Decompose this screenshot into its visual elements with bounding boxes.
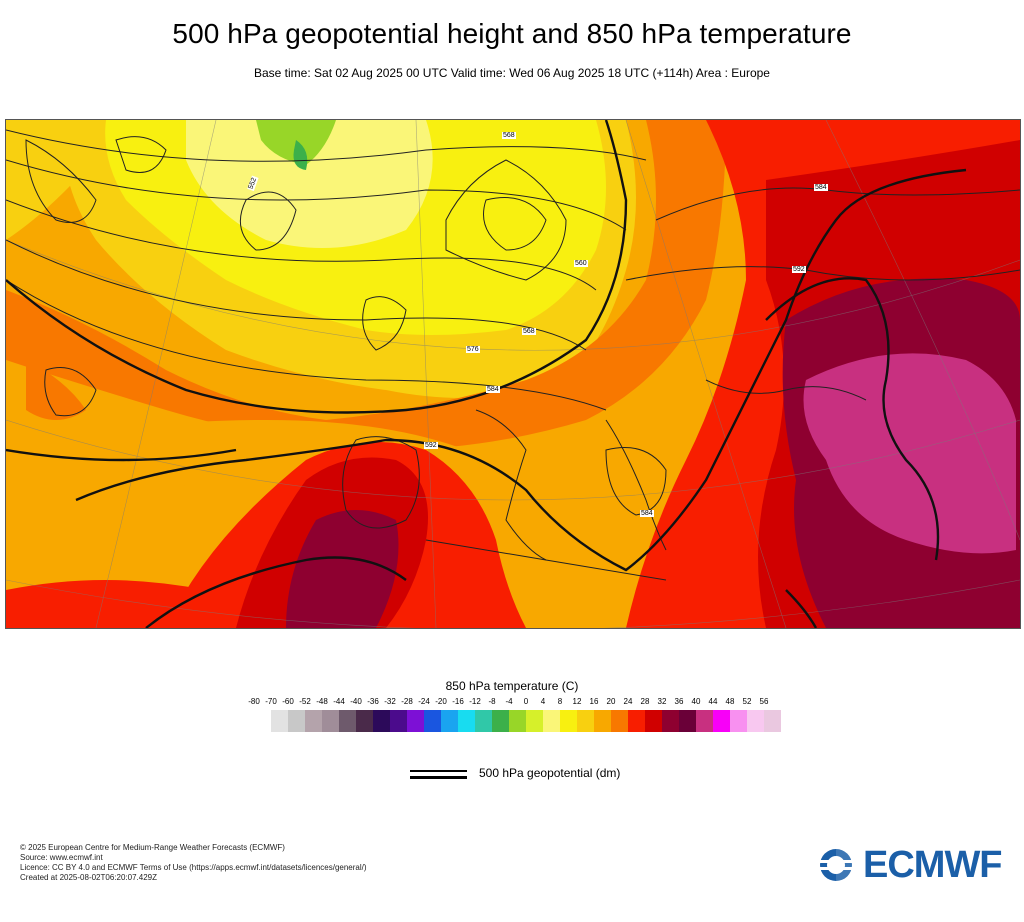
colorbar-swatch <box>373 710 390 732</box>
colorbar-tick-label: -32 <box>384 697 396 706</box>
colorbar-swatch <box>288 710 305 732</box>
footer-created: Created at 2025-08-02T06:20:07.429Z <box>20 873 157 882</box>
colorbar-swatch <box>492 710 509 732</box>
colorbar-tick-label: 32 <box>657 697 667 706</box>
colorbar-tick-label: -44 <box>333 697 345 706</box>
ecmwf-logo-icon <box>815 849 857 881</box>
colorbar-tick-label: -20 <box>435 697 447 706</box>
map-svg <box>6 120 1020 628</box>
colorbar-swatch <box>696 710 713 732</box>
colorbar-tick-label: 52 <box>742 697 752 706</box>
footer-licence: Licence: CC BY 4.0 and ECMWF Terms of Us… <box>20 863 367 872</box>
colorbar-tick-label: 40 <box>691 697 701 706</box>
colorbar-tick-label: -12 <box>469 697 481 706</box>
colorbar-swatch <box>662 710 679 732</box>
colorbar-tick-label: -24 <box>418 697 430 706</box>
colorbar-tick-label: -4 <box>505 697 513 706</box>
colorbar-swatch <box>356 710 373 732</box>
chart-subtitle: Base time: Sat 02 Aug 2025 00 UTC Valid … <box>254 66 770 80</box>
ecmwf-logo-text: ECMWF <box>863 843 1003 886</box>
contour-label: 560 <box>574 260 588 267</box>
colorbar-tick-label: 56 <box>759 697 769 706</box>
colorbar-swatch <box>390 710 407 732</box>
colorbar-tick-label: 24 <box>623 697 633 706</box>
footer-copyright: © 2025 European Centre for Medium-Range … <box>20 843 285 852</box>
colorbar-swatch <box>509 710 526 732</box>
temperature-legend-title: 850 hPa temperature (C) <box>445 679 579 693</box>
contour-label: 568 <box>522 328 536 335</box>
colorbar-tick-label: 20 <box>606 697 616 706</box>
colorbar-swatch <box>764 710 781 732</box>
colorbar-tick-label: -16 <box>452 697 464 706</box>
colorbar-tick-label: -8 <box>488 697 496 706</box>
footer: © 2025 European Centre for Medium-Range … <box>20 843 367 883</box>
weather-map[interactable]: 568 576 584 592 584 560 552 584 592 568 <box>5 119 1021 629</box>
colorbar-swatch <box>713 710 730 732</box>
colorbar-swatch <box>526 710 543 732</box>
colorbar-swatch <box>577 710 594 732</box>
colorbar-tick-label: -60 <box>282 697 294 706</box>
colorbar-tick-label: -40 <box>350 697 362 706</box>
contour-label: 592 <box>424 442 438 449</box>
colorbar-swatch <box>679 710 696 732</box>
footer-source: Source: www.ecmwf.int <box>20 853 103 862</box>
colorbar-swatch <box>543 710 560 732</box>
colorbar-tick-label: 16 <box>589 697 599 706</box>
colorbar-swatch <box>560 710 577 732</box>
colorbar-tick-label: 4 <box>540 697 546 706</box>
colorbar-tick-label: 44 <box>708 697 718 706</box>
contour-label: 576 <box>466 346 480 353</box>
colorbar-swatch <box>475 710 492 732</box>
colorbar-tick-label: 8 <box>557 697 563 706</box>
colorbar-tick-label: -52 <box>299 697 311 706</box>
contour-label: 584 <box>486 386 500 393</box>
geopotential-legend-label: 500 hPa geopotential (dm) <box>479 766 621 780</box>
colorbar-swatch <box>747 710 764 732</box>
colorbar-swatch <box>594 710 611 732</box>
ecmwf-logo[interactable]: ECMWF <box>813 843 1003 886</box>
colorbar-swatch <box>730 710 747 732</box>
colorbar-tick-label: -80 <box>248 697 260 706</box>
colorbar-swatch <box>339 710 356 732</box>
colorbar-swatch <box>645 710 662 732</box>
colorbar-tick-label: 48 <box>725 697 735 706</box>
geopotential-legend-line <box>410 776 467 779</box>
geopotential-legend-line <box>410 770 467 772</box>
colorbar-swatch <box>611 710 628 732</box>
colorbar-tick-label: 0 <box>523 697 529 706</box>
colorbar-swatch <box>628 710 645 732</box>
contour-label: 592 <box>792 266 806 273</box>
contour-label: 584 <box>640 510 654 517</box>
temperature-colorbar <box>271 710 781 732</box>
contour-label: 568 <box>502 132 516 139</box>
colorbar-tick-label: 28 <box>640 697 650 706</box>
colorbar-swatch <box>424 710 441 732</box>
colorbar-swatch <box>458 710 475 732</box>
colorbar-tick-label: 12 <box>572 697 582 706</box>
colorbar-swatch <box>407 710 424 732</box>
colorbar-tick-label: -28 <box>401 697 413 706</box>
colorbar-swatch <box>322 710 339 732</box>
colorbar-swatch <box>441 710 458 732</box>
colorbar-swatch <box>305 710 322 732</box>
colorbar-tick-label: 36 <box>674 697 684 706</box>
chart-title: 500 hPa geopotential height and 850 hPa … <box>172 18 852 49</box>
colorbar-tick-label: -48 <box>316 697 328 706</box>
colorbar-swatch <box>271 710 288 732</box>
colorbar-tick-label: -36 <box>367 697 379 706</box>
contour-label: 584 <box>814 184 828 191</box>
colorbar-tick-label: -70 <box>265 697 277 706</box>
